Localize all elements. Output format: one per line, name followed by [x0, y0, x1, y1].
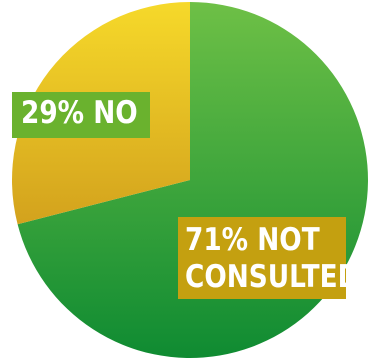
data-label-no-line-1: 29% NO — [21, 95, 138, 131]
data-label-no: 29% NO — [12, 92, 150, 138]
data-label-not-consulted: 71% NOT CONSULTED — [178, 217, 360, 299]
data-label-not-consulted-line-2: CONSULTED — [185, 259, 360, 295]
data-label-not-consulted-line-1: 71% NOT — [185, 222, 320, 258]
